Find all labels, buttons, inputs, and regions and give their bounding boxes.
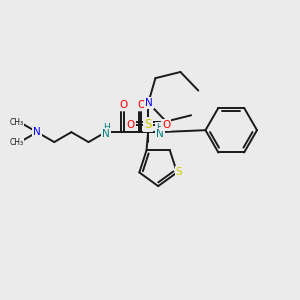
Text: O: O — [137, 100, 146, 110]
Text: N: N — [144, 98, 152, 108]
Text: N: N — [102, 129, 110, 139]
Text: O: O — [162, 120, 170, 130]
Text: H: H — [156, 123, 163, 132]
Text: O: O — [126, 120, 135, 130]
Text: N: N — [146, 98, 153, 108]
Text: CH₃: CH₃ — [9, 118, 23, 127]
Text: CH₃: CH₃ — [9, 138, 23, 147]
Text: S: S — [145, 118, 152, 131]
Text: N: N — [33, 127, 41, 137]
Text: H: H — [103, 123, 110, 132]
Text: S: S — [176, 167, 182, 177]
Text: N: N — [156, 129, 164, 139]
Text: O: O — [119, 100, 128, 110]
